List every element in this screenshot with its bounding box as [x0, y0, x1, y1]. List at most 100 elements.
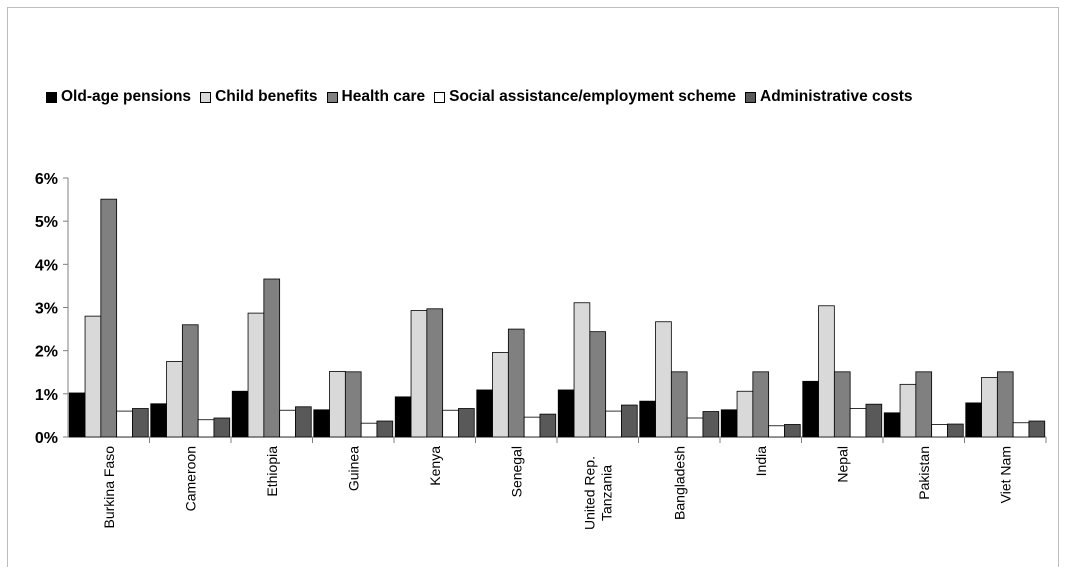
- x-tick-label: Kenya: [427, 446, 443, 486]
- legend-label: Old-age pensions: [61, 88, 192, 105]
- bar-old-age-pensions: [150, 403, 167, 438]
- x-tick-label-line: United Rep.: [581, 456, 597, 530]
- x-tick-label: Cameroon: [182, 446, 198, 511]
- chart-axes: [63, 177, 1047, 443]
- y-tick-label: 2%: [35, 344, 58, 361]
- y-tick-label: 1%: [35, 387, 58, 404]
- bar-child-benefits: [410, 310, 428, 438]
- bar-administrative-costs: [458, 408, 475, 438]
- bar-social-assistance-employment-scheme: [360, 422, 378, 438]
- bar-social-assistance-employment-scheme: [1012, 422, 1030, 438]
- legend-item-social-assistance-employment-scheme: Social assistance/employment scheme: [434, 88, 736, 106]
- bar-social-assistance-employment-scheme: [931, 424, 948, 438]
- bar-old-age-pensions: [883, 412, 901, 438]
- bar-child-benefits: [84, 315, 102, 438]
- x-tick-label-line: Tanzania: [598, 465, 614, 521]
- bar-child-benefits: [981, 377, 998, 438]
- legend-item-child-benefits: Child benefits: [200, 88, 318, 106]
- bar-administrative-costs: [376, 420, 394, 438]
- y-tick-label: 0%: [35, 430, 58, 447]
- bar-child-benefits: [573, 302, 591, 438]
- legend-label: Child benefits: [215, 88, 318, 105]
- bar-child-benefits: [166, 361, 183, 438]
- legend-swatch: [745, 91, 757, 103]
- chart-bars: [68, 198, 1046, 438]
- bar-administrative-costs: [213, 417, 231, 438]
- bar-child-benefits: [818, 305, 835, 438]
- chart-frame: [7, 7, 1059, 567]
- bar-administrative-costs: [621, 404, 638, 438]
- legend-swatch: [200, 91, 212, 103]
- x-tick-label: Viet Nam: [997, 446, 1013, 503]
- x-tick-label: Senegal: [508, 446, 524, 497]
- bar-health-care: [426, 308, 444, 438]
- x-tick-label: Nepal: [834, 446, 850, 483]
- legend-label: Administrative costs: [760, 88, 913, 105]
- legend-swatch: [434, 91, 446, 103]
- bar-administrative-costs: [784, 424, 801, 438]
- bar-administrative-costs: [947, 423, 964, 438]
- bar-health-care: [344, 371, 362, 438]
- bar-child-benefits: [329, 370, 346, 438]
- bar-health-care: [507, 328, 525, 438]
- bar-child-benefits: [247, 312, 265, 438]
- x-tick-label: Ethiopia: [264, 446, 280, 497]
- bar-health-care: [589, 331, 607, 438]
- legend-item-administrative-costs: Administrative costs: [745, 88, 912, 106]
- bar-child-benefits: [899, 383, 917, 438]
- bar-old-age-pensions: [68, 392, 86, 438]
- legend-item-health-care: Health care: [326, 88, 426, 106]
- bar-administrative-costs: [539, 413, 557, 438]
- bar-health-care: [833, 371, 851, 438]
- bar-administrative-costs: [865, 403, 883, 438]
- bar-old-age-pensions: [231, 390, 249, 438]
- bar-child-benefits: [492, 351, 509, 438]
- legend-label: Social assistance/employment scheme: [449, 88, 737, 105]
- bar-health-care: [100, 198, 118, 438]
- y-tick-label: 6%: [35, 171, 58, 188]
- bar-social-assistance-employment-scheme: [442, 409, 459, 438]
- bar-social-assistance-employment-scheme: [686, 417, 704, 438]
- x-tick-label: Bangladesh: [671, 446, 687, 520]
- legend-swatch: [46, 91, 57, 103]
- bar-health-care: [996, 371, 1014, 438]
- bar-old-age-pensions: [965, 402, 982, 438]
- bar-health-care: [181, 324, 199, 438]
- bar-administrative-costs: [295, 406, 312, 438]
- bar-old-age-pensions: [557, 389, 575, 438]
- bar-old-age-pensions: [802, 380, 819, 438]
- legend-item-old-age-pensions: Old-age pensions: [46, 88, 191, 106]
- bar-social-assistance-employment-scheme: [279, 409, 296, 438]
- bar-social-assistance-employment-scheme: [197, 419, 215, 438]
- y-tick-label: 4%: [35, 257, 58, 274]
- bar-social-assistance-employment-scheme: [523, 416, 541, 438]
- bar-old-age-pensions: [720, 409, 738, 438]
- bar-old-age-pensions: [639, 400, 656, 438]
- bar-social-assistance-employment-scheme: [849, 408, 867, 438]
- bar-health-care: [915, 371, 933, 438]
- bar-social-assistance-employment-scheme: [116, 410, 133, 438]
- x-tick-label: Burkina Faso: [101, 446, 117, 529]
- bar-administrative-costs: [132, 408, 149, 438]
- bar-old-age-pensions: [476, 389, 493, 438]
- bar-administrative-costs: [702, 411, 720, 438]
- bar-health-care: [263, 278, 281, 438]
- y-tick-label: 3%: [35, 301, 58, 318]
- bar-old-age-pensions: [313, 409, 330, 438]
- bar-administrative-costs: [1028, 420, 1046, 438]
- chart-labels: 0% 1% 2% 3% 4% 5% 6% Burkina Faso Cameroon Ethiop…: [35, 171, 1013, 530]
- legend-swatch: [326, 91, 338, 103]
- x-tick-label: India: [753, 446, 769, 477]
- bar-child-benefits: [736, 390, 754, 438]
- chart-legend: Old-age pensions Child benefits Health car…: [46, 86, 921, 108]
- bar-social-assistance-employment-scheme: [768, 425, 785, 438]
- bar-health-care: [752, 371, 770, 438]
- bar-child-benefits: [655, 321, 672, 438]
- legend-label: Health care: [341, 88, 426, 105]
- bar-health-care: [670, 371, 688, 438]
- y-tick-label: 5%: [35, 214, 58, 231]
- x-tick-label: Pakistan: [916, 446, 932, 500]
- bar-old-age-pensions: [394, 396, 412, 438]
- x-tick-label: United Rep.Tanzania: [581, 456, 614, 530]
